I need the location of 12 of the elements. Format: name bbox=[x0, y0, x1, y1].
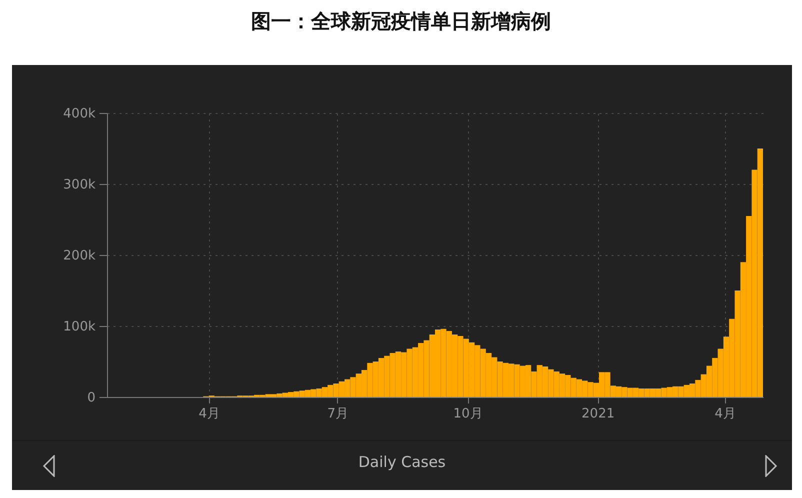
x-tick-label: 2021 bbox=[582, 406, 615, 422]
text: Daily Cases bbox=[357, 453, 447, 471]
y-tick-label: 300k bbox=[63, 178, 96, 192]
y-tick-label: 400k bbox=[63, 106, 96, 122]
x-tick-label: 4月 bbox=[198, 406, 220, 422]
y-tick-label: 200k bbox=[63, 248, 96, 264]
x-tick-label: 7月 bbox=[327, 406, 349, 422]
y-tick-label: 100k bbox=[63, 320, 96, 334]
x-tick-label: 10月 bbox=[453, 406, 483, 422]
x-tick-label: 4月 bbox=[714, 406, 736, 422]
chart-title: 图一：全球新冠疫情单日新增病例 bbox=[250, 8, 552, 35]
y-tick-label: 0 bbox=[87, 390, 96, 406]
